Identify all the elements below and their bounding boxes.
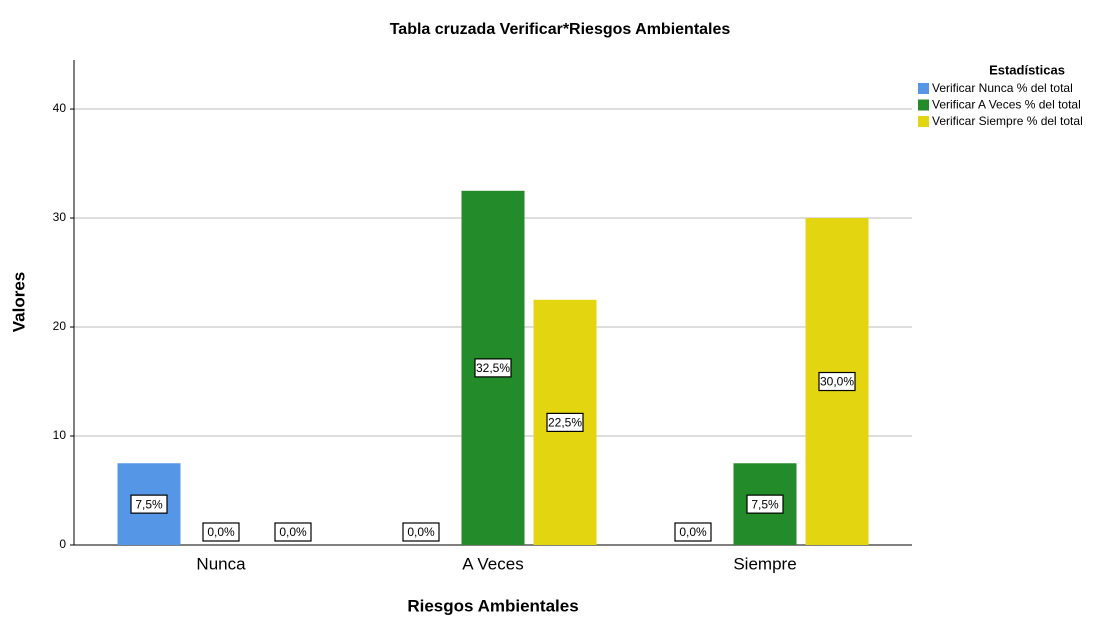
data-label: 0,0%: [679, 525, 707, 539]
data-label: 22,5%: [548, 416, 582, 430]
data-label-box: [402, 522, 440, 542]
legend-label: Verificar A Veces % del total: [932, 98, 1081, 112]
y-tick-label: 40: [53, 101, 67, 115]
data-label-box: [818, 371, 856, 392]
data-label-box: [130, 494, 168, 514]
data-label-box: [474, 358, 512, 378]
data-label-box: [274, 522, 312, 542]
data-label: 7,5%: [751, 497, 779, 511]
legend-swatch: [918, 116, 929, 127]
data-label: 0,0%: [407, 525, 435, 539]
legend-label: Verificar Nunca % del total: [932, 81, 1073, 95]
legend-swatch: [918, 99, 929, 111]
data-label-box: [674, 522, 712, 542]
data-label-box: [746, 494, 784, 514]
x-tick-label: Siempre: [733, 554, 796, 573]
data-label-box: [202, 522, 240, 542]
legend-title: Estadísticas: [989, 62, 1065, 77]
data-label: 32,5%: [476, 361, 510, 375]
chart-title: Tabla cruzada Verificar*Riesgos Ambienta…: [390, 21, 731, 38]
data-label-box: [546, 412, 584, 432]
data-label: 0,0%: [279, 525, 307, 539]
data-label: 30,0%: [820, 375, 854, 389]
legend-swatch: [918, 83, 929, 94]
data-label: 7,5%: [135, 497, 163, 511]
y-tick-label: 0: [59, 537, 66, 551]
x-tick-label: Nunca: [196, 554, 246, 573]
legend-label: Verificar Siempre % del total: [932, 114, 1083, 128]
y-tick-label: 10: [53, 428, 67, 442]
y-tick-label: 30: [53, 210, 67, 224]
data-label: 0,0%: [207, 525, 235, 539]
x-tick-label: A Veces: [462, 554, 523, 573]
y-tick-label: 20: [53, 319, 67, 333]
y-axis-label: Valores: [9, 272, 28, 333]
x-axis-label: Riesgos Ambientales: [407, 596, 578, 615]
